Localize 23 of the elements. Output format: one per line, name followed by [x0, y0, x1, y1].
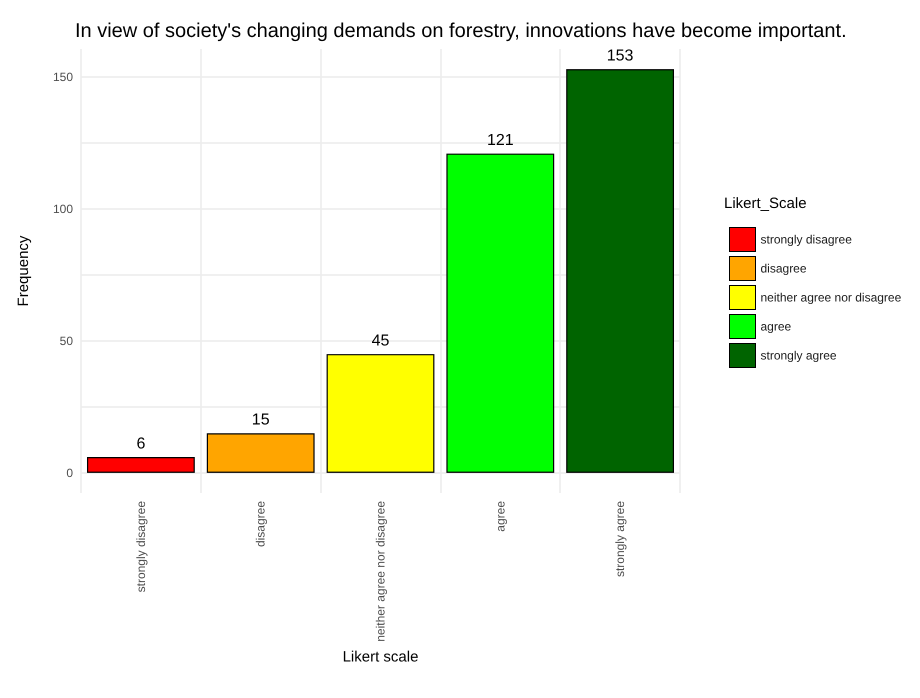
- data-label: 6: [136, 435, 146, 452]
- legend-label: neither agree nor disagree: [760, 290, 902, 304]
- x-tick-label: disagree: [254, 500, 268, 548]
- data-label: 15: [252, 412, 270, 429]
- legend-label: agree: [760, 320, 792, 334]
- x-tick-label: neither agree nor disagree: [374, 500, 388, 642]
- legend-label: disagree: [760, 262, 807, 276]
- data-label: 45: [372, 332, 390, 350]
- x-tick-label: strongly agree: [613, 500, 628, 578]
- y-tick-label: 50: [60, 334, 74, 348]
- y-tick-label: 0: [66, 466, 74, 480]
- y-tick-label: 100: [52, 202, 74, 216]
- data-label: 121: [486, 132, 514, 150]
- legend-label: strongly agree: [760, 348, 837, 362]
- y-axis-title: Frequency: [15, 235, 32, 306]
- chart-title: In view of society's changing demands on forestry, innovations have become important.: [75, 20, 847, 42]
- legend-title: Likert_Scale: [724, 195, 807, 212]
- x-tick-label: agree: [493, 500, 508, 532]
- data-label: 153: [606, 48, 634, 65]
- legend-label: strongly disagree: [760, 232, 852, 246]
- x-tick-label: strongly disagree: [134, 500, 148, 592]
- x-axis-title: Likert scale: [342, 648, 418, 666]
- y-tick-label: 150: [52, 70, 74, 84]
